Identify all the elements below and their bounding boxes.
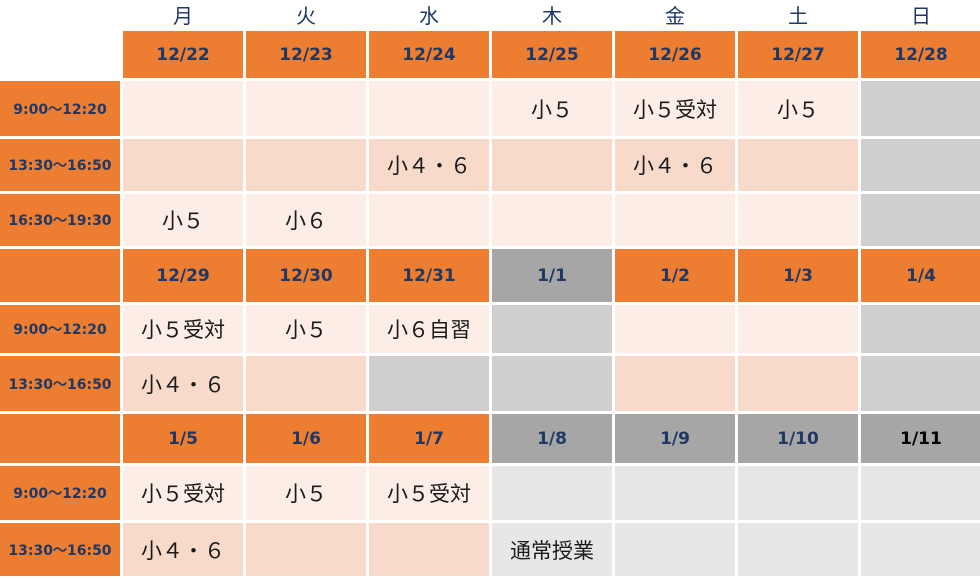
- schedule-cell: 小４・６: [123, 356, 243, 411]
- date-cell: 12/28: [861, 31, 980, 78]
- schedule-cell: [615, 466, 735, 520]
- time-slot-label: 13:30〜16:50: [0, 356, 120, 411]
- date-cell: 1/10: [738, 414, 858, 463]
- date-cell: 12/22: [123, 31, 243, 78]
- date-cell: 1/2: [615, 249, 735, 302]
- schedule-cell: [246, 523, 366, 576]
- schedule-cell: [369, 356, 489, 411]
- date-cell: 1/3: [738, 249, 858, 302]
- weekday-header: 月: [173, 3, 193, 28]
- time-slot-label: 9:00〜12:20: [0, 81, 120, 136]
- schedule-cell: [369, 523, 489, 576]
- schedule-cell: 小５: [246, 305, 366, 353]
- time-column-spacer: [0, 31, 120, 78]
- date-cell: 1/5: [123, 414, 243, 463]
- schedule-cell: [492, 305, 612, 353]
- schedule-cell: 小５: [738, 81, 858, 136]
- schedule-cell: [861, 305, 980, 353]
- schedule-cell: 小５受対: [123, 305, 243, 353]
- time-slot-label: 13:30〜16:50: [0, 523, 120, 576]
- corner-spacer: [0, 0, 120, 28]
- weekday-header: 火: [296, 3, 316, 28]
- schedule-cell: [615, 523, 735, 576]
- date-cell: 12/26: [615, 31, 735, 78]
- schedule-cell: 小４・６: [615, 139, 735, 191]
- schedule-cell: 小４・６: [123, 523, 243, 576]
- schedule-cell: [861, 81, 980, 136]
- weekday-header: 水: [419, 3, 439, 28]
- date-cell: 1/7: [369, 414, 489, 463]
- schedule-cell: [123, 81, 243, 136]
- weekday-header: 金: [665, 3, 685, 28]
- time-column-spacer: [0, 414, 120, 463]
- date-cell: 12/23: [246, 31, 366, 78]
- date-cell: 12/31: [369, 249, 489, 302]
- date-cell: 12/25: [492, 31, 612, 78]
- date-cell: 1/9: [615, 414, 735, 463]
- time-slot-label: 16:30〜19:30: [0, 194, 120, 246]
- date-cell: 1/4: [861, 249, 980, 302]
- schedule-cell: [861, 523, 980, 576]
- schedule-cell: 通常授業: [492, 523, 612, 576]
- schedule-cell: [861, 466, 980, 520]
- schedule-cell: [615, 356, 735, 411]
- time-slot-label: 9:00〜12:20: [0, 305, 120, 353]
- schedule-cell: 小５: [492, 81, 612, 136]
- schedule-cell: [369, 81, 489, 136]
- schedule-cell: 小５: [123, 194, 243, 246]
- date-cell: 1/11: [861, 414, 980, 463]
- schedule-cell: [738, 466, 858, 520]
- schedule-cell: [738, 523, 858, 576]
- schedule-cell: 小５: [246, 466, 366, 520]
- time-column-spacer: [0, 249, 120, 302]
- time-slot-label: 9:00〜12:20: [0, 466, 120, 520]
- schedule-cell: 小５受対: [615, 81, 735, 136]
- weekday-header: 木: [542, 3, 562, 28]
- schedule-cell: [861, 139, 980, 191]
- time-slot-label: 13:30〜16:50: [0, 139, 120, 191]
- date-cell: 12/24: [369, 31, 489, 78]
- schedule-cell: [738, 356, 858, 411]
- schedule-cell: [369, 194, 489, 246]
- schedule-cell: [738, 139, 858, 191]
- date-cell: 12/30: [246, 249, 366, 302]
- schedule-cell: [738, 194, 858, 246]
- schedule-cell: 小５受対: [369, 466, 489, 520]
- schedule-cell: [492, 356, 612, 411]
- date-cell: 1/1: [492, 249, 612, 302]
- schedule-cell: 小６: [246, 194, 366, 246]
- schedule-cell: [123, 139, 243, 191]
- schedule-cell: [738, 305, 858, 353]
- schedule-cell: [492, 466, 612, 520]
- date-cell: 12/27: [738, 31, 858, 78]
- schedule-cell: [246, 356, 366, 411]
- weekday-header: 日: [911, 3, 931, 28]
- schedule-cell: [861, 356, 980, 411]
- schedule-cell: [246, 139, 366, 191]
- date-cell: 1/6: [246, 414, 366, 463]
- schedule-cell: [492, 194, 612, 246]
- schedule-cell: [492, 139, 612, 191]
- date-cell: 1/8: [492, 414, 612, 463]
- schedule-cell: [615, 194, 735, 246]
- schedule-cell: [861, 194, 980, 246]
- schedule-cell: [246, 81, 366, 136]
- schedule-cell: 小６自習: [369, 305, 489, 353]
- schedule-cell: [615, 305, 735, 353]
- schedule-cell: 小５受対: [123, 466, 243, 520]
- weekday-header: 土: [788, 3, 808, 28]
- schedule-cell: 小４・６: [369, 139, 489, 191]
- date-cell: 12/29: [123, 249, 243, 302]
